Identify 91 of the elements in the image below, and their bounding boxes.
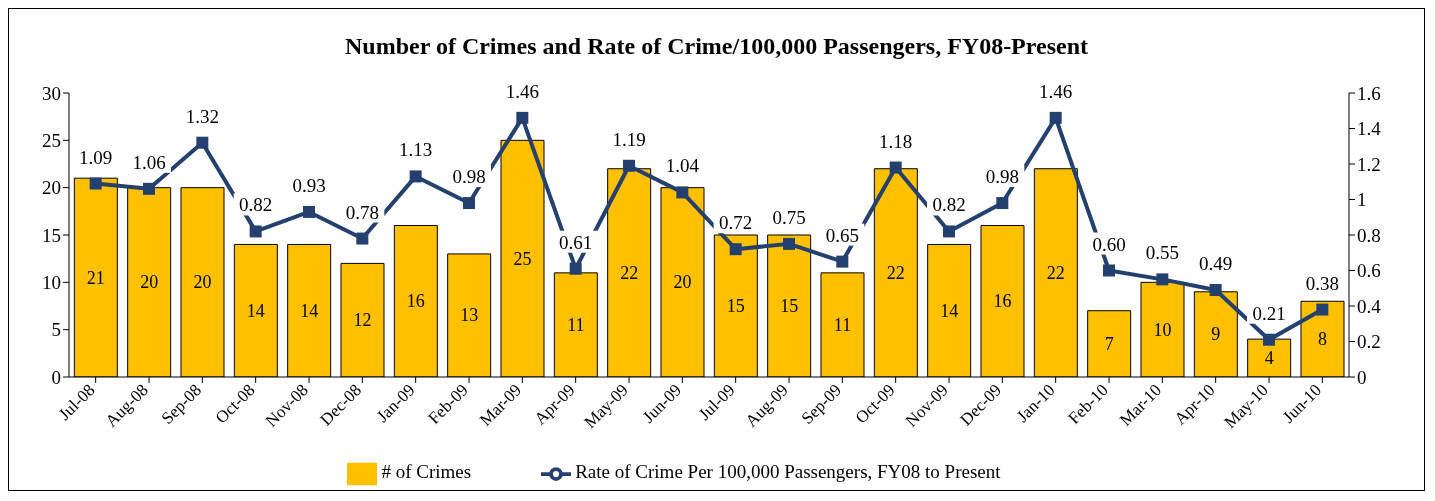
data-label: 8 <box>1318 329 1327 350</box>
data-label: 1.18 <box>879 130 913 152</box>
data-label: 15 <box>726 296 745 316</box>
data-label: 1.04 <box>665 155 700 177</box>
data-label: 0.49 <box>1199 253 1233 275</box>
point <box>943 225 955 238</box>
data-label: 9 <box>1211 324 1221 345</box>
data-label: 16 <box>406 291 425 312</box>
data-label: 22 <box>620 262 639 283</box>
point <box>889 161 902 174</box>
point <box>1316 303 1329 316</box>
data-label: 0.55 <box>1145 242 1179 264</box>
point <box>623 159 635 172</box>
data-label: 0.98 <box>985 166 1019 188</box>
point <box>729 243 742 256</box>
y-tick-label: 15 <box>42 224 61 246</box>
data-label: 13 <box>460 305 479 326</box>
data-label: 14 <box>940 300 959 321</box>
data-label: 0.82 <box>239 194 273 216</box>
data-label: 7 <box>1104 333 1114 354</box>
data-label: 0.82 <box>932 194 966 216</box>
y2-tick-label: 0 <box>1357 366 1367 388</box>
data-label: 11 <box>567 314 585 335</box>
point <box>1103 264 1115 277</box>
data-label: 20 <box>673 272 692 293</box>
point <box>143 182 155 195</box>
data-label: 11 <box>833 314 852 335</box>
point <box>303 205 315 218</box>
y2-tick-label: 0.2 <box>1357 331 1381 353</box>
y-tick-label: 10 <box>42 272 61 294</box>
y-tick-label: 5 <box>51 319 61 341</box>
data-label: 14 <box>246 300 265 321</box>
data-label: 1.32 <box>185 105 219 127</box>
data-label: 22 <box>886 262 905 283</box>
data-label: 0.65 <box>825 224 859 246</box>
data-label: 20 <box>140 272 159 293</box>
y2-tick-label: 0.8 <box>1357 224 1381 246</box>
data-label: 10 <box>1153 319 1172 340</box>
data-label: 20 <box>193 272 212 293</box>
data-label: 22 <box>1046 262 1065 283</box>
point <box>409 170 422 183</box>
data-label: 16 <box>993 291 1012 312</box>
data-label: 4 <box>1264 348 1274 369</box>
point <box>356 232 369 245</box>
data-label: 25 <box>513 248 532 269</box>
data-label: 0.93 <box>292 174 326 196</box>
data-label: 12 <box>353 310 372 331</box>
data-label: 21 <box>86 267 105 288</box>
data-label: 14 <box>300 300 319 321</box>
y-tick-label: 25 <box>42 130 61 152</box>
y2-tick-label: 0.4 <box>1357 295 1382 317</box>
y-tick-label: 30 <box>42 82 61 104</box>
point <box>1209 284 1222 297</box>
point <box>996 197 1009 210</box>
point <box>1049 111 1062 124</box>
chart-title: Number of Crimes and Rate of Crime/100,000 Passengers, FY08-Present <box>344 32 1089 61</box>
point <box>89 177 102 190</box>
data-label: 0.72 <box>719 212 753 234</box>
data-label: 0.98 <box>452 166 486 188</box>
data-label: 1.13 <box>399 139 433 161</box>
data-label: 0.21 <box>1252 302 1286 324</box>
point <box>196 136 209 149</box>
point <box>676 186 689 199</box>
data-label: 1.46 <box>1039 80 1073 102</box>
y2-tick-label: 0.6 <box>1357 260 1381 282</box>
data-label: 1.06 <box>132 151 166 173</box>
point <box>836 255 849 268</box>
data-label: 1.46 <box>505 80 539 102</box>
point <box>516 111 529 124</box>
legend-label: # of Crimes <box>381 461 472 483</box>
point <box>783 237 795 250</box>
data-label: 0.78 <box>345 201 379 223</box>
data-label: 1.09 <box>79 146 113 168</box>
data-label: 0.75 <box>772 206 806 228</box>
point <box>249 225 262 238</box>
y2-tick-label: 1.2 <box>1357 153 1381 175</box>
data-label: 1.19 <box>612 128 646 150</box>
legend-label: Rate of Crime Per 100,000 Passengers, FY08 to Present <box>575 461 1001 483</box>
point <box>569 262 582 275</box>
y-tick-label: 0 <box>51 366 61 388</box>
data-label: 0.60 <box>1092 233 1126 255</box>
point <box>1156 273 1169 286</box>
y2-tick-label: 1.6 <box>1357 82 1381 104</box>
data-label: 0.38 <box>1305 272 1339 294</box>
y2-tick-label: 1.4 <box>1357 118 1382 140</box>
y-tick-label: 20 <box>42 177 61 199</box>
point <box>463 197 475 210</box>
point <box>1263 333 1275 346</box>
data-label: 15 <box>780 296 799 316</box>
y2-tick-label: 1 <box>1357 189 1367 211</box>
data-label: 0.61 <box>559 231 593 253</box>
